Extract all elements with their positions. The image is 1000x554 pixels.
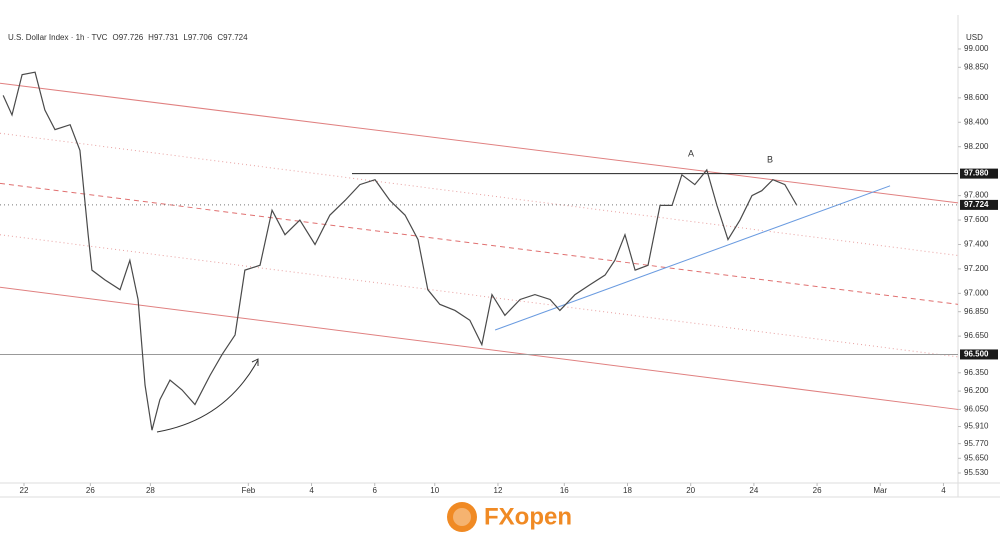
y-tick-label: 96.350 xyxy=(964,368,989,377)
x-tick-label: 24 xyxy=(749,486,758,495)
x-tick-label: 22 xyxy=(20,486,29,495)
x-tick-label: 12 xyxy=(494,486,503,495)
ohlc-value: 97.724 xyxy=(223,33,248,42)
x-tick-label: 26 xyxy=(86,486,95,495)
y-tick-label: 99.000 xyxy=(964,44,989,53)
curved-arrow xyxy=(156,359,259,433)
y-tick-label: 95.770 xyxy=(964,439,989,448)
x-tick-label: 18 xyxy=(623,486,632,495)
price-level-label: 97.724 xyxy=(964,200,989,209)
y-tick-label: 97.600 xyxy=(964,215,989,224)
y-tick-label: 97.800 xyxy=(964,191,989,200)
ohlc-value: 97.726 xyxy=(119,33,144,42)
ohlc-label: O xyxy=(112,33,118,42)
y-tick-label: 98.400 xyxy=(964,117,989,126)
trend-line xyxy=(0,82,959,204)
ohlc-value: 97.706 xyxy=(188,33,213,42)
x-tick-label: 28 xyxy=(146,486,155,495)
price-level-tag xyxy=(960,349,998,360)
ohlc-label: L xyxy=(183,33,188,42)
price-line xyxy=(2,71,798,431)
y-tick-label: 98.600 xyxy=(964,93,989,102)
y-tick-label: 98.200 xyxy=(964,142,989,151)
arrow-head xyxy=(251,358,259,366)
annotation: B xyxy=(767,154,773,164)
y-tick-label: 96.850 xyxy=(964,307,989,316)
x-tick-label: 6 xyxy=(373,486,378,495)
y-tick-label: 97.000 xyxy=(964,288,989,297)
x-tick-label: 4 xyxy=(941,486,946,495)
trend-line xyxy=(0,132,959,256)
logo-icon-inner xyxy=(453,508,471,526)
y-tick-label: 95.530 xyxy=(964,468,989,477)
x-tick-label: Feb xyxy=(241,486,255,495)
x-tick-label: 26 xyxy=(813,486,822,495)
y-tick-label: 96.200 xyxy=(964,386,989,395)
y-axis-label: USD xyxy=(966,33,983,42)
trend-line xyxy=(0,182,959,305)
price-level-tag xyxy=(960,199,998,210)
price-level-label: 97.980 xyxy=(964,169,989,178)
x-tick-label: 20 xyxy=(686,486,695,495)
y-tick-label: 95.650 xyxy=(964,453,989,462)
logo-icon xyxy=(447,502,477,532)
plot-area xyxy=(0,15,958,483)
y-tick-label: 95.910 xyxy=(964,422,989,431)
y-tick-label: 97.400 xyxy=(964,240,989,249)
brand: FXopen xyxy=(484,503,572,530)
x-tick-label: Mar xyxy=(873,486,887,495)
y-tick-label: 96.650 xyxy=(964,331,989,340)
trend-line xyxy=(494,185,891,331)
x-tick-label: 4 xyxy=(309,486,314,495)
price-level-label: 96.500 xyxy=(964,350,989,359)
y-tick-label: 96.050 xyxy=(964,405,989,414)
annotation: A xyxy=(688,148,694,158)
trend-line xyxy=(0,234,959,358)
trend-line xyxy=(0,286,959,410)
ohlc-label: C xyxy=(217,33,223,42)
chart-title: U.S. Dollar Index · 1h · TVC O97.726 H97.7… xyxy=(8,33,248,42)
ohlc-label: H xyxy=(148,33,154,42)
ohlc-value: 97.731 xyxy=(154,33,179,42)
y-tick-label: 97.200 xyxy=(964,264,989,273)
y-tick-label: 98.850 xyxy=(964,62,989,71)
logo: FXopen xyxy=(447,502,572,532)
price-level-tag xyxy=(960,168,998,179)
x-tick-label: 16 xyxy=(560,486,569,495)
x-tick-label: 10 xyxy=(430,486,439,495)
